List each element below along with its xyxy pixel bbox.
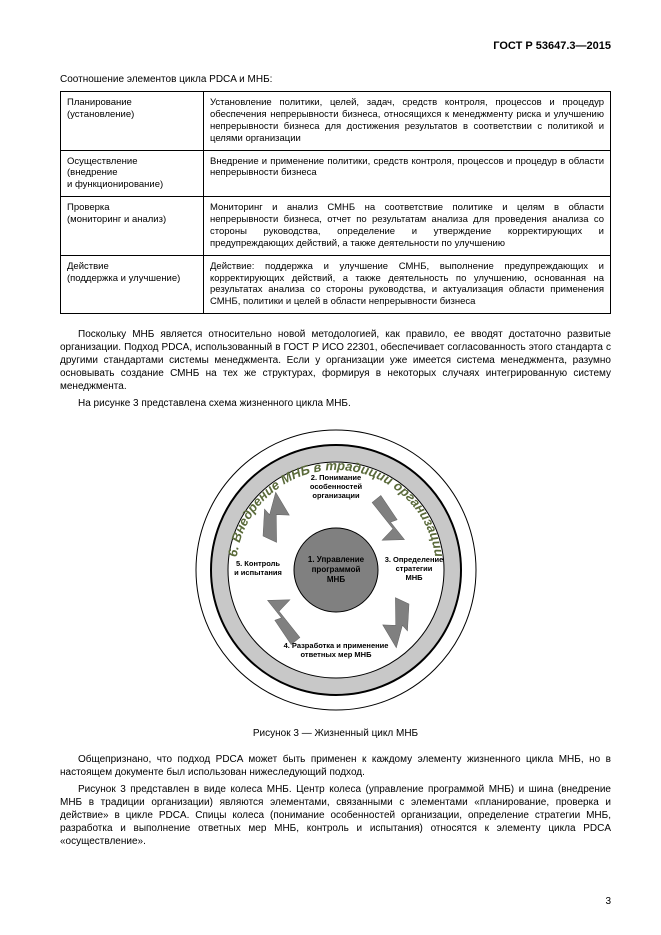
node-label: 2. Понимание bbox=[310, 473, 360, 482]
body-paragraph: Рисунок 3 представлен в виде колеса МНБ.… bbox=[60, 783, 611, 848]
table-row: Осуществление (внедрение и функционирова… bbox=[61, 150, 611, 197]
cell-right: Установление политики, целей, задач, сре… bbox=[204, 92, 611, 151]
cell-text: (мониторинг и анализ) bbox=[67, 214, 166, 225]
figure-caption: Рисунок 3 — Жизненный цикл МНБ bbox=[60, 728, 611, 739]
cell-text: (установление) bbox=[67, 109, 134, 120]
cell-text: Действие bbox=[67, 261, 109, 272]
center-label: программой bbox=[311, 565, 360, 574]
pdca-table: Планирование (установление) Установление… bbox=[60, 91, 611, 314]
table-row: Проверка (мониторинг и анализ) Мониторин… bbox=[61, 197, 611, 256]
cell-right: Внедрение и применение политики, средств… bbox=[204, 150, 611, 197]
lifecycle-diagram: 6. Внедрение МНБ в традиции организации … bbox=[186, 420, 486, 720]
node-label: ответных мер МНБ bbox=[300, 650, 372, 659]
cell-text: и функционирование) bbox=[67, 179, 163, 190]
node-label: МНБ bbox=[405, 573, 423, 582]
doc-header: ГОСТ Р 53647.3—2015 bbox=[60, 40, 611, 52]
node-label: 5. Контроль bbox=[235, 559, 279, 568]
center-label: 1. Управление bbox=[307, 555, 364, 564]
table-intro: Соотношение элементов цикла PDCA и МНБ: bbox=[60, 74, 611, 85]
cell-left: Проверка (мониторинг и анализ) bbox=[61, 197, 204, 256]
body-paragraph: Общепризнано, что подход PDCA может быть… bbox=[60, 753, 611, 779]
node-label: особенностей bbox=[309, 482, 362, 491]
table-row: Действие (поддержка и улучшение) Действи… bbox=[61, 255, 611, 314]
cell-text: (внедрение bbox=[67, 167, 117, 178]
cell-text: Проверка bbox=[67, 202, 110, 213]
figure-wrap: 6. Внедрение МНБ в традиции организации … bbox=[60, 420, 611, 720]
cell-text: (поддержка и улучшение) bbox=[67, 273, 180, 284]
cell-left: Планирование (установление) bbox=[61, 92, 204, 151]
center-label: МНБ bbox=[326, 575, 344, 584]
page: ГОСТ Р 53647.3—2015 Соотношение элементо… bbox=[0, 0, 661, 935]
cell-text: Планирование bbox=[67, 97, 132, 108]
page-number: 3 bbox=[605, 896, 611, 907]
cell-left: Действие (поддержка и улучшение) bbox=[61, 255, 204, 314]
node-label: 3. Определение bbox=[384, 555, 443, 564]
body-paragraph: На рисунке 3 представлена схема жизненно… bbox=[60, 397, 611, 410]
cell-text: Осуществление bbox=[67, 156, 137, 167]
node-label: 4. Разработка и применение bbox=[283, 641, 388, 650]
body-paragraph: Поскольку МНБ является относительно ново… bbox=[60, 328, 611, 393]
cell-right: Мониторинг и анализ СМНБ на соответствие… bbox=[204, 197, 611, 256]
node-label: организации bbox=[312, 491, 360, 500]
cell-left: Осуществление (внедрение и функционирова… bbox=[61, 150, 204, 197]
cell-right: Действие: поддержка и улучшение СМНБ, вы… bbox=[204, 255, 611, 314]
node-label: и испытания bbox=[234, 568, 282, 577]
table-row: Планирование (установление) Установление… bbox=[61, 92, 611, 151]
node-label: стратегии bbox=[395, 564, 432, 573]
